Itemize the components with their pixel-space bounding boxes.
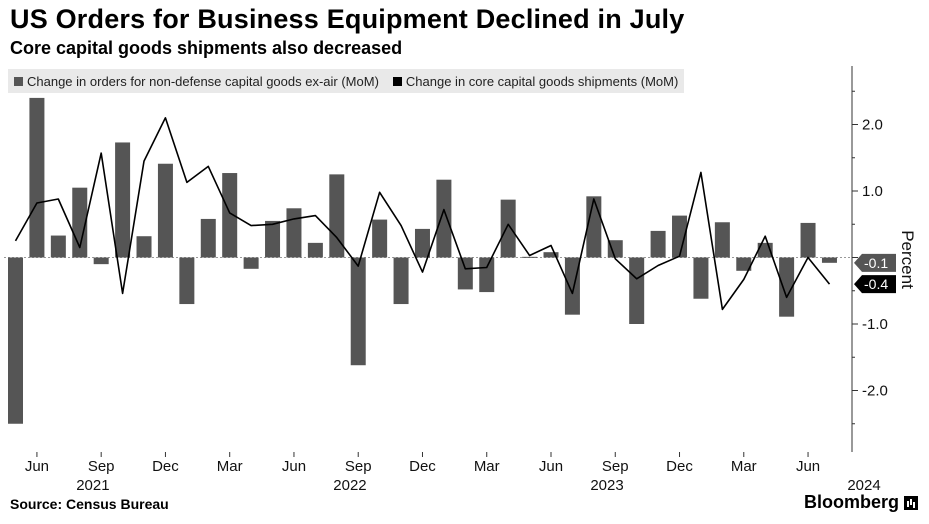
- bar-jul-2021: [50, 235, 66, 258]
- x-tick-label-5: Sep: [345, 458, 372, 475]
- bar-dec-2022: [414, 228, 430, 258]
- x-tick-label-4: Jun: [282, 458, 306, 475]
- legend-swatch-line: [392, 76, 402, 86]
- x-tick-label-3: Mar: [217, 458, 243, 475]
- x-tick-label-8: Jun: [539, 458, 563, 475]
- x-year-label-2022: 2022: [333, 477, 366, 494]
- x-tick-label-1: Sep: [88, 458, 115, 475]
- bar-jul-2023: [564, 257, 580, 315]
- legend-item-orders: Change in orders for non-defense capital…: [14, 74, 379, 89]
- bar-aug-2023: [586, 196, 602, 258]
- bar-sep-2022: [350, 257, 366, 366]
- bar-jun-2024: [800, 222, 816, 258]
- brand-name: Bloomberg: [804, 492, 900, 512]
- last-value-tag-0: [854, 253, 896, 272]
- bar-feb-2024: [714, 222, 730, 258]
- x-tick-label-10: Dec: [666, 458, 693, 475]
- bar-may-2024: [779, 257, 795, 317]
- y-tick-label-2: -1.0: [862, 316, 888, 333]
- bar-sep-2023: [607, 240, 623, 258]
- bar-mar-2022: [222, 173, 238, 258]
- legend-label-orders: Change in orders for non-defense capital…: [27, 73, 379, 89]
- x-tick-label-2: Dec: [152, 458, 179, 475]
- y-axis-title: Percent: [898, 230, 917, 289]
- bar-oct-2022: [372, 219, 388, 258]
- bar-nov-2022: [393, 257, 409, 305]
- bar-may-2023: [522, 256, 538, 258]
- legend-swatch-bar: [14, 76, 23, 86]
- bar-apr-2023: [500, 199, 516, 258]
- bar-feb-2023: [457, 257, 473, 290]
- legend: Change in orders for non-defense capital…: [8, 69, 685, 93]
- x-tick-label-0: Jun: [25, 458, 49, 475]
- bar-jan-2023: [436, 179, 452, 258]
- bar-jul-2024: [821, 257, 837, 263]
- last-value-tag-1: [854, 275, 896, 294]
- y-tick-label-1: 1.0: [862, 183, 883, 200]
- bar-oct-2021: [115, 142, 131, 258]
- y-tick-label-3: -2.0: [862, 383, 888, 400]
- x-year-label-2024: 2024: [847, 477, 880, 494]
- bar-aug-2022: [329, 174, 345, 258]
- bar-nov-2021: [136, 236, 152, 258]
- y-tick-label-0: 2.0: [862, 117, 883, 134]
- bar-oct-2023: [629, 257, 645, 324]
- bar-jun-2022: [286, 208, 302, 258]
- bar-mar-2024: [736, 257, 752, 271]
- bloomberg-terminal-icon: [904, 495, 919, 510]
- bar-jun-2021: [29, 97, 45, 258]
- chart-subtitle: Core capital goods shipments also decrea…: [10, 38, 403, 58]
- x-year-label-2023: 2023: [590, 477, 623, 494]
- bar-may-2021: [8, 257, 23, 424]
- legend-item-shipments: Change in core capital goods shipments (…: [392, 73, 679, 89]
- bar-dec-2023: [672, 215, 688, 258]
- bar-jul-2022: [307, 242, 323, 258]
- bar-sep-2021: [93, 257, 109, 265]
- bar-mar-2023: [479, 257, 495, 293]
- bar-jan-2022: [179, 257, 195, 305]
- legend-label-shipments: Change in core capital goods shipments (…: [405, 73, 679, 89]
- bar-may-2022: [265, 220, 281, 258]
- chart-title: US Orders for Business Equipment Decline…: [10, 4, 685, 34]
- last-value-label-1: -0.4: [864, 276, 888, 292]
- brand-logo: Bloomberg: [804, 492, 919, 513]
- bar-dec-2021: [157, 163, 173, 258]
- source-note: Source: Census Bureau: [10, 496, 169, 512]
- x-tick-label-9: Sep: [602, 458, 629, 475]
- x-tick-label-11: Mar: [731, 458, 757, 475]
- last-value-label-0: -0.1: [864, 255, 888, 271]
- x-tick-label-12: Jun: [796, 458, 820, 475]
- bar-jun-2023: [543, 252, 559, 258]
- bar-nov-2023: [650, 230, 666, 258]
- x-year-label-2021: 2021: [76, 477, 109, 494]
- bar-feb-2022: [200, 218, 216, 258]
- x-tick-label-7: Mar: [474, 458, 500, 475]
- bar-apr-2022: [243, 257, 259, 269]
- bar-jan-2024: [693, 257, 709, 299]
- x-tick-label-6: Dec: [409, 458, 436, 475]
- line-series-shipments: [14, 117, 831, 311]
